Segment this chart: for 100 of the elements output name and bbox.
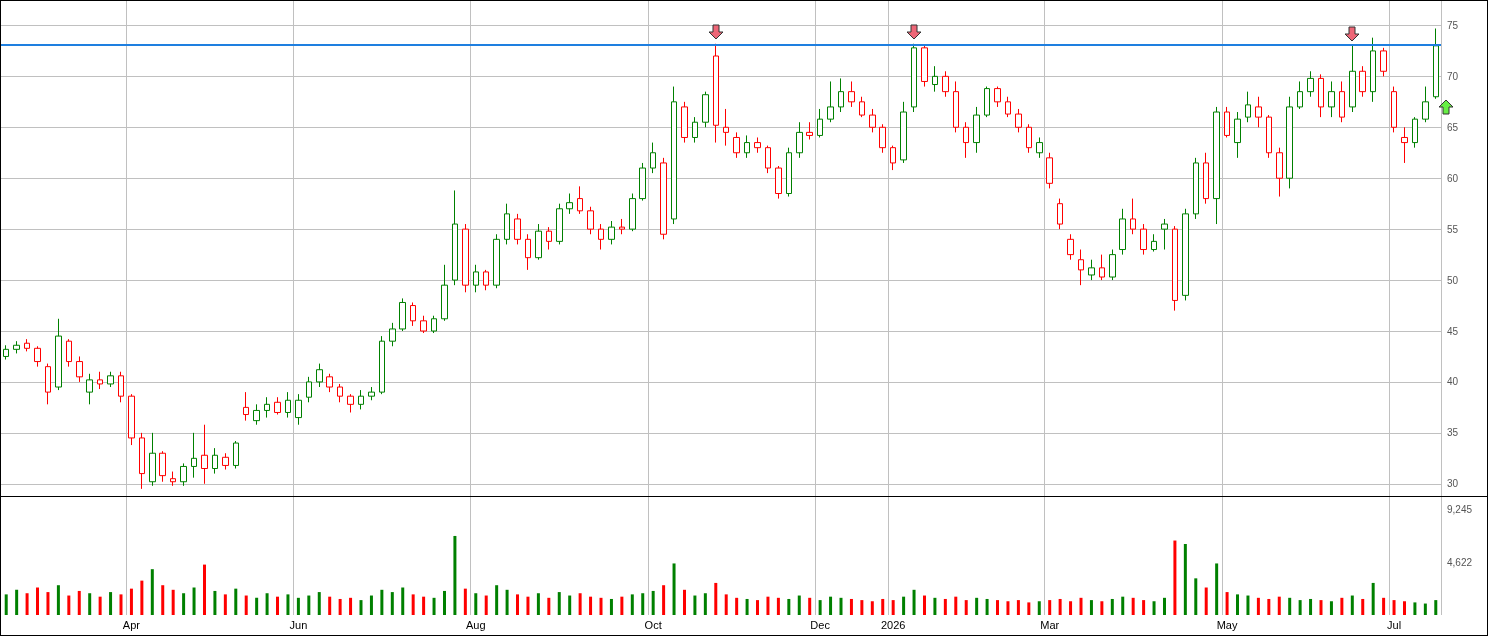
bar [724, 594, 728, 615]
bar [380, 589, 384, 615]
y-tick-label: 50 [1447, 274, 1459, 286]
candlestick [201, 424, 208, 485]
candlestick [1245, 91, 1251, 123]
candlestick [671, 86, 677, 225]
candlestick [128, 393, 135, 446]
candlestick [1391, 86, 1397, 133]
bar [1329, 601, 1333, 615]
bar [557, 592, 561, 615]
candlestick [493, 233, 500, 289]
bar [1162, 597, 1166, 615]
candlestick [1130, 198, 1136, 235]
bar [703, 593, 707, 615]
bar [495, 585, 499, 615]
bar [411, 594, 415, 615]
candlestick [253, 403, 260, 426]
candlestick [149, 432, 156, 487]
bar [150, 569, 154, 615]
bar [422, 596, 426, 615]
candlestick [222, 452, 229, 471]
candlestick [1276, 147, 1283, 198]
candlestick [650, 142, 656, 174]
candlestick [984, 86, 990, 118]
x-tick-label: Dec [810, 618, 831, 631]
candlestick [159, 450, 166, 483]
candlestick [713, 43, 719, 144]
candlestick [97, 371, 103, 390]
bar [787, 598, 791, 615]
bar [505, 589, 509, 615]
bar [1152, 601, 1156, 615]
candlestick [274, 396, 281, 416]
bar [328, 596, 332, 615]
candlestick [347, 393, 354, 413]
bar [1361, 598, 1365, 615]
y-tick-label: 40 [1447, 376, 1459, 388]
bar [526, 596, 530, 615]
candlestick [1370, 37, 1376, 103]
bar [56, 585, 60, 615]
candlestick [1203, 152, 1209, 205]
bar [1173, 540, 1177, 615]
candlestick [45, 363, 51, 405]
bar [912, 589, 916, 615]
candlestick [921, 45, 928, 88]
bar [1288, 597, 1292, 615]
candlestick [806, 121, 813, 141]
y-tick-label: 60 [1447, 172, 1459, 184]
bar [109, 592, 113, 615]
candlestick [399, 297, 406, 332]
candlestick [1297, 80, 1303, 110]
bar [1319, 600, 1323, 615]
candlestick [212, 447, 218, 475]
bar [442, 590, 446, 615]
candlestick [326, 373, 333, 393]
bar [578, 593, 582, 615]
bar [463, 588, 467, 615]
bar [1434, 600, 1438, 615]
bar [15, 589, 19, 615]
bar [1142, 600, 1146, 615]
bar [1382, 597, 1386, 615]
bar [609, 598, 613, 615]
candlestick [1067, 233, 1074, 261]
bar [1413, 602, 1417, 615]
bar [1277, 596, 1281, 615]
candlestick [337, 383, 343, 403]
y-tick-label: 75 [1447, 19, 1459, 31]
candlestick [473, 264, 479, 293]
bar [369, 595, 373, 615]
candlestick [368, 386, 375, 401]
candlestick [848, 80, 855, 108]
bar [401, 587, 405, 615]
bar [161, 585, 165, 615]
bar [4, 594, 8, 615]
candlestick [608, 220, 615, 245]
candlestick [243, 391, 249, 422]
y-tick-label: 45 [1447, 325, 1459, 337]
bar [213, 590, 217, 615]
candlestick [13, 340, 20, 354]
candlestick [598, 223, 604, 251]
candlestick [1088, 259, 1095, 281]
bar [818, 600, 822, 615]
candlestick [744, 134, 750, 159]
bar [516, 594, 520, 615]
y-tick-label: 9,245 [1447, 503, 1473, 515]
candlestick [692, 116, 698, 144]
candlestick [389, 322, 396, 347]
candlestick [1005, 96, 1011, 118]
candlestick [817, 108, 823, 138]
candlestick [953, 80, 959, 133]
candlestick [775, 165, 782, 200]
bar [902, 596, 906, 615]
candlestick [306, 376, 312, 403]
candlestick [577, 185, 583, 215]
candlestick [1213, 106, 1220, 225]
candlestick [1193, 157, 1199, 220]
bar [1079, 597, 1083, 615]
y-tick-label: 4,622 [1447, 556, 1473, 568]
y-tick-label: 70 [1447, 70, 1459, 82]
candlestick [660, 157, 667, 240]
candlestick [733, 131, 740, 159]
